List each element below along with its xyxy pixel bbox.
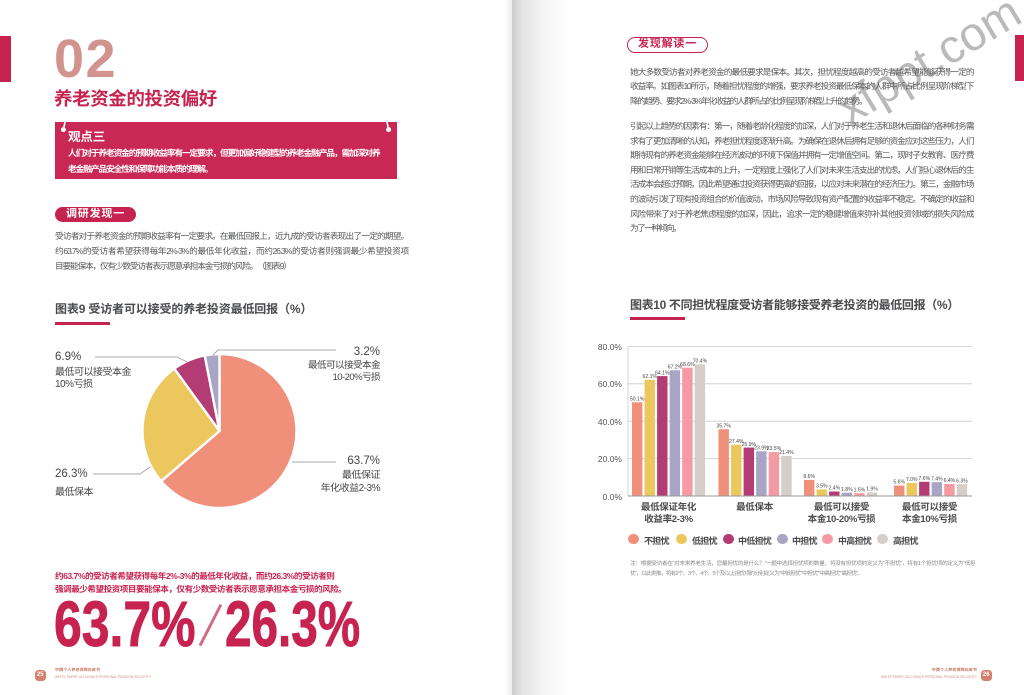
svg-text:7.0%: 7.0%	[906, 477, 918, 483]
svg-text:3.5%: 3.5%	[816, 484, 828, 490]
svg-text:2.4%: 2.4%	[828, 486, 840, 492]
svg-text:23.9%: 23.9%	[754, 445, 769, 451]
svg-text:23.5%: 23.5%	[767, 446, 782, 452]
svg-text:6.4%: 6.4%	[944, 478, 956, 484]
svg-text:1.9%: 1.9%	[866, 487, 878, 493]
svg-text:67.2%: 67.2%	[668, 364, 683, 370]
svg-text:62.1%: 62.1%	[643, 374, 658, 380]
svg-text:35.7%: 35.7%	[716, 423, 731, 429]
svg-text:1.5%: 1.5%	[854, 487, 866, 493]
svg-text:68.6%: 68.6%	[680, 362, 695, 368]
svg-text:5.6%: 5.6%	[893, 480, 905, 486]
svg-text:64.1%: 64.1%	[655, 370, 670, 376]
svg-text:21.4%: 21.4%	[779, 450, 794, 456]
svg-text:70.4%: 70.4%	[693, 359, 708, 365]
svg-text:27.4%: 27.4%	[729, 439, 744, 445]
svg-text:1.8%: 1.8%	[841, 487, 853, 493]
svg-text:50.1%: 50.1%	[630, 396, 645, 402]
svg-text:7.4%: 7.4%	[931, 476, 943, 482]
svg-text:8.6%: 8.6%	[803, 474, 815, 480]
svg-text:7.6%: 7.6%	[918, 476, 930, 482]
svg-text:6.3%: 6.3%	[956, 478, 968, 484]
svg-text:25.9%: 25.9%	[742, 442, 757, 448]
